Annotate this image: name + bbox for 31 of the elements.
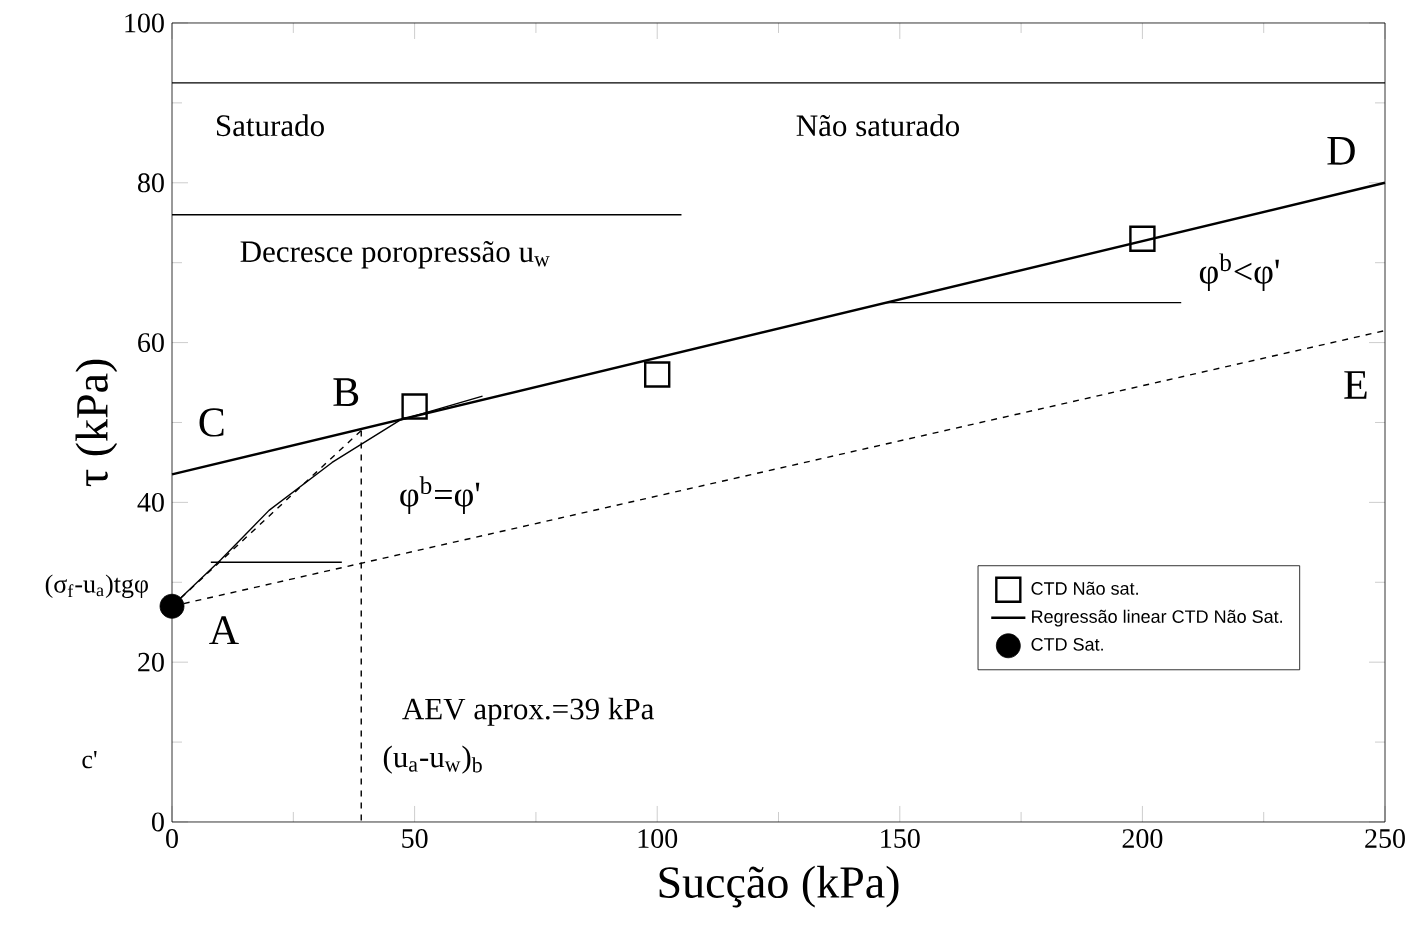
annotation: Saturado [216,114,324,137]
text: (σ$_{f}$-u$_{a}$)tgφ [45,574,148,599]
annotation: Não saturado [796,114,959,137]
x-tick-label: 50 [402,829,428,848]
annotation: E [1344,371,1367,399]
x-tick-label: 150 [881,829,920,848]
annotation: Decresce poropressão u$_{w}$ [240,240,550,269]
legend-label: CTD Sat. [1031,637,1103,651]
annotation: C [199,408,224,437]
x-tick-label: 0 [166,829,178,848]
y-tick-label: 60 [138,333,164,353]
y-tick-label: 100 [125,13,164,33]
x-axis-title: Sucção (kPa) [659,865,899,908]
annotation: D [1327,137,1355,165]
legend-label: CTD Não sat. [1031,581,1138,595]
y-tick-label: 80 [138,173,164,193]
y-tick-label: 0 [152,812,164,832]
x-tick-label: 100 [638,829,678,848]
text: c' [82,751,97,769]
y-tick-label: 20 [138,652,164,672]
annotation: B [333,378,359,406]
x-tick-label: 250 [1365,829,1405,848]
annotation: φ$^{b}$<φ' [1199,253,1279,292]
annotation: (u$_{a}$-u$_{w}$)$_{b}$ [383,745,482,774]
y-tick-label: 40 [137,492,164,512]
legend-label: Regressão linear CTD Não Sat. [1032,609,1282,627]
x-tick-label: 200 [1122,829,1163,848]
annotation: AEV aprox.=39 kPa [402,697,654,726]
annotation: A [209,616,239,645]
annotation: φ$^{b}$=φ' [400,476,480,515]
y-axis-title: τ (kPa) [75,359,118,487]
